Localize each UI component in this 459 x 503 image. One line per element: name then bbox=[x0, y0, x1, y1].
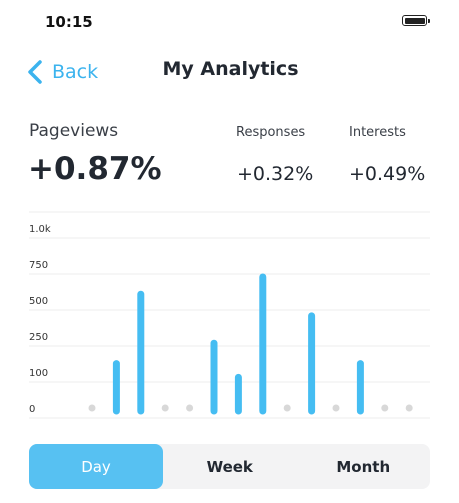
segment-day[interactable]: Day bbox=[29, 444, 163, 489]
bar-empty-dot bbox=[283, 404, 291, 412]
bar-empty-dot bbox=[405, 404, 413, 412]
status-time: 10:15 bbox=[45, 13, 93, 31]
y-tick-label: 500 bbox=[29, 296, 48, 307]
interests-value: +0.49% bbox=[349, 163, 426, 185]
bar-empty-dot bbox=[88, 404, 96, 412]
chevron-left-icon bbox=[28, 60, 42, 84]
segment-week[interactable]: Week bbox=[206, 457, 253, 476]
y-tick-label: 750 bbox=[29, 260, 48, 271]
bar-empty-dot bbox=[332, 404, 340, 412]
battery-icon bbox=[402, 15, 430, 26]
y-tick-label: 250 bbox=[29, 332, 48, 343]
y-tick-label: 1.0k bbox=[29, 224, 51, 235]
period-segmented-control: Day Week Month bbox=[29, 444, 430, 489]
bar-empty-dot bbox=[161, 404, 169, 412]
y-tick-label: 0 bbox=[29, 404, 35, 415]
segment-month[interactable]: Month bbox=[336, 457, 391, 476]
bar-empty-dot bbox=[381, 404, 389, 412]
interests-label: Interests bbox=[349, 125, 406, 140]
back-label: Back bbox=[52, 61, 99, 83]
back-button[interactable]: Back bbox=[28, 58, 98, 86]
pageviews-label: Pageviews bbox=[29, 121, 119, 141]
responses-label: Responses bbox=[236, 125, 306, 140]
y-tick-label: 100 bbox=[29, 368, 48, 379]
pageviews-value: +0.87% bbox=[28, 151, 162, 187]
responses-value: +0.32% bbox=[237, 163, 314, 185]
bar-empty-dot bbox=[186, 404, 194, 412]
pageviews-bar-chart: 0 100 250 500 750 1.0k bbox=[29, 211, 430, 419]
